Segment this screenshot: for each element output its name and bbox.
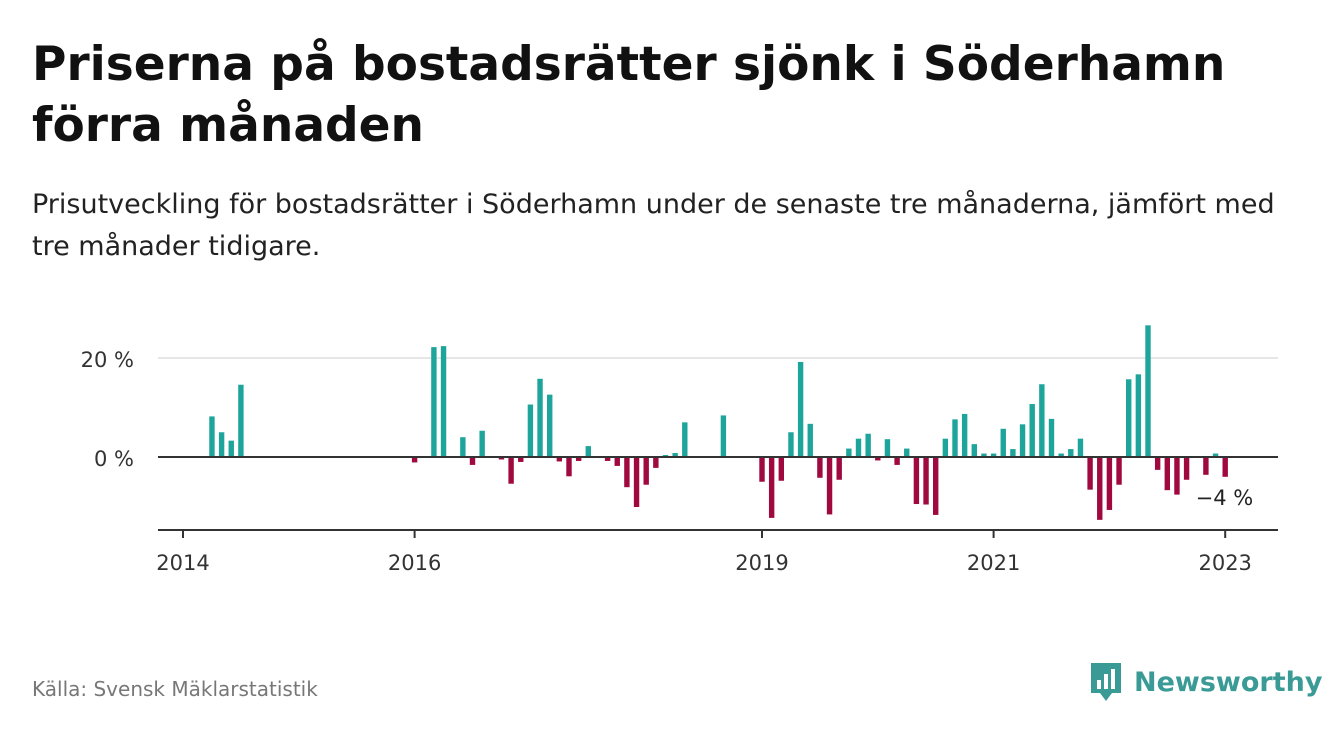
bar [585, 446, 591, 457]
bar [643, 457, 649, 485]
newsworthy-logo-icon [1091, 663, 1121, 701]
bar [508, 457, 514, 484]
bar-layer [209, 325, 1228, 520]
bar [1039, 384, 1045, 457]
bar [633, 457, 640, 507]
x-tick-label: 2016 [388, 551, 441, 575]
bar [653, 457, 659, 468]
bar [894, 457, 900, 465]
bar [1145, 325, 1151, 457]
bar [1019, 424, 1026, 457]
bar [913, 457, 920, 505]
bar [547, 394, 553, 457]
x-tick-label: 2023 [1198, 551, 1251, 575]
y-tick-label: 0 % [94, 447, 134, 471]
bar [1048, 418, 1055, 457]
bar [218, 432, 225, 457]
bar [846, 448, 852, 457]
bar [1097, 457, 1103, 520]
bar [556, 457, 563, 462]
bar [209, 416, 215, 457]
bar [460, 437, 466, 457]
x-tick-label: 2019 [735, 551, 788, 575]
bar [1116, 457, 1122, 485]
bar [1222, 457, 1228, 477]
bar [518, 457, 524, 462]
bar [431, 347, 437, 457]
bar [1203, 457, 1209, 475]
bar [411, 457, 418, 463]
bar [797, 361, 804, 457]
bar [1135, 374, 1142, 457]
chart-title: Priserna på bostadsrätter sjönk i Söderh… [32, 37, 1226, 153]
bar [537, 378, 543, 457]
bar [826, 457, 833, 515]
bar [865, 433, 871, 457]
x-tick-label: 2021 [967, 551, 1020, 575]
bar [788, 432, 794, 457]
bar [981, 453, 987, 457]
bar [923, 457, 929, 505]
bar [566, 457, 572, 477]
bar [1010, 449, 1016, 457]
bar [1077, 438, 1084, 457]
bar [1029, 404, 1035, 457]
bar [990, 453, 997, 457]
bar [614, 457, 620, 466]
brand-logo[interactable]: Newsworthy [1088, 660, 1322, 704]
bar [720, 415, 727, 457]
bar [884, 439, 891, 457]
bar [1174, 457, 1180, 495]
last-value-label: −4 % [1196, 486, 1254, 510]
bar [933, 457, 939, 515]
bar [1058, 453, 1064, 457]
chart-subtitle: Prisutveckling för bostadsrätter i Söder… [32, 189, 1275, 262]
bar [778, 457, 784, 481]
bar-chart: 0 % 20 % 2014 2016 2019 2021 2023 −4 % [81, 325, 1278, 575]
source-note: Källa: Svensk Mäklarstatistik [32, 677, 318, 701]
bar [575, 457, 582, 461]
bar [604, 457, 611, 461]
bar [440, 346, 447, 457]
y-tick-label: 20 % [81, 348, 134, 372]
bar [1212, 453, 1219, 457]
bar [682, 422, 688, 457]
bar [469, 457, 476, 465]
bar [952, 419, 958, 457]
bar [527, 404, 534, 457]
bar [1164, 457, 1170, 491]
bar [759, 457, 765, 482]
axis-layer: 0 % 20 % 2014 2016 2019 2021 2023 −4 % [81, 348, 1278, 575]
bar [1000, 428, 1006, 457]
bar [942, 438, 949, 457]
bar [768, 457, 775, 518]
bar [904, 448, 910, 457]
bar [228, 440, 234, 457]
brand-name: Newsworthy [1134, 666, 1323, 698]
x-tick-label: 2014 [156, 551, 209, 575]
bar [1068, 449, 1074, 457]
bar [961, 413, 968, 457]
bar [836, 457, 842, 480]
bar [1087, 457, 1093, 490]
bar [1183, 457, 1190, 480]
bar [807, 423, 813, 457]
bar [624, 457, 630, 488]
bar [1154, 457, 1161, 470]
bar [672, 453, 678, 457]
bar [817, 457, 823, 478]
bar [1106, 457, 1113, 510]
bar [479, 430, 485, 457]
bar [238, 384, 244, 457]
bar [498, 457, 505, 460]
bar [855, 438, 862, 457]
bar [875, 457, 881, 461]
bar [971, 444, 977, 457]
bar [1126, 379, 1132, 457]
